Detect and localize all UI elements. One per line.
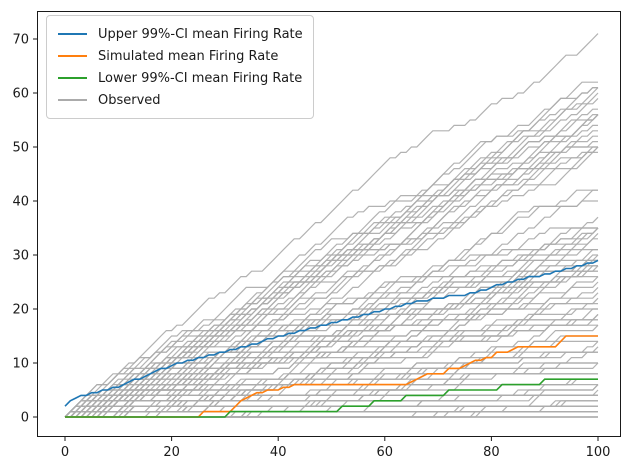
legend-line-sample-observed [58,99,87,101]
observed-line [64,33,599,418]
observed-line [65,249,598,418]
legend-line-sample-upper-ci [58,33,87,35]
observed-line [65,373,598,418]
legend-item-upper-ci: Upper 99%-CI mean Firing Rate [58,23,303,45]
y-tick-label: 40 [12,195,29,210]
y-tick-label: 10 [12,357,29,372]
observed-line [64,124,598,418]
observed-line [65,292,599,418]
observed-line [65,259,598,418]
legend-line-sample-simulated [58,55,87,57]
legend-item-simulated: Simulated mean Firing Rate [58,45,303,67]
legend-item-observed: Observed [58,89,303,111]
legend-label-simulated: Simulated mean Firing Rate [98,48,279,64]
observed-line [65,216,599,418]
observed-line [65,313,599,418]
observed-line [65,114,599,418]
legend: Upper 99%-CI mean Firing Rate Simulated … [46,15,314,119]
observed-line [65,146,598,418]
x-tick-label: 0 [61,445,69,460]
observed-line [65,400,598,418]
y-tick-label: 60 [12,87,29,102]
observed-line [65,108,598,418]
observed-line [64,135,598,418]
observed-line [64,324,598,418]
observed-line [65,313,599,418]
y-tick-label: 50 [12,141,29,156]
observed-line [64,189,598,418]
observed-line [65,249,598,418]
observed-line [64,400,598,418]
legend-label-lower-ci: Lower 99%-CI mean Firing Rate [98,70,303,86]
observed-line [65,400,598,418]
observed-line [64,281,599,418]
x-tick-label: 60 [377,445,394,460]
plot-spines [37,11,621,437]
observed-line [64,151,598,418]
observed-line [64,276,598,418]
legend-line-sample-lower-ci [58,77,87,79]
observed-line [65,324,599,418]
x-tick-label: 80 [483,445,500,460]
legend-label-upper-ci: Upper 99%-CI mean Firing Rate [98,26,303,42]
legend-label-observed: Observed [98,92,161,108]
observed-line [64,270,598,418]
y-tick-label: 30 [12,249,29,264]
x-tick-label: 40 [270,445,287,460]
legend-item-lower-ci: Lower 99%-CI mean Firing Rate [58,67,303,89]
x-tick-label: 100 [586,445,611,460]
y-tick-label: 20 [12,303,29,318]
observed-line [65,259,598,418]
y-tick-label: 70 [12,33,29,48]
y-tick-label: 0 [21,411,29,426]
observed-line [65,389,599,418]
x-tick-label: 20 [163,445,180,460]
series-line-0 [64,259,599,407]
series-line-2 [65,378,598,418]
